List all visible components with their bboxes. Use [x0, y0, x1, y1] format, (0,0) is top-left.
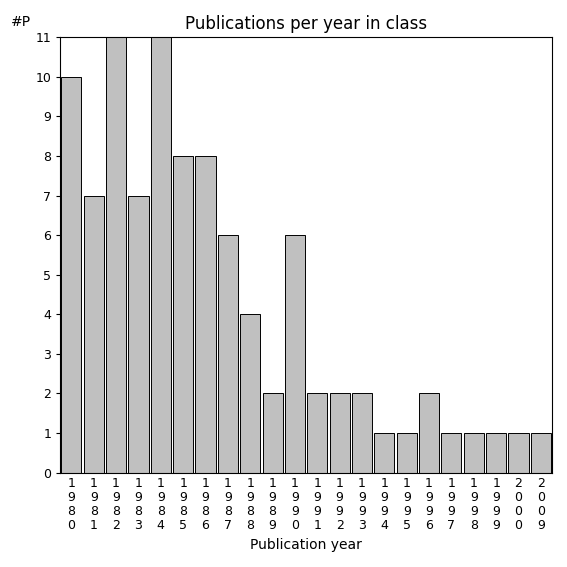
- Bar: [218, 235, 238, 472]
- Bar: [486, 433, 506, 472]
- Bar: [531, 433, 551, 472]
- Bar: [106, 37, 126, 472]
- Bar: [240, 314, 260, 472]
- Bar: [464, 433, 484, 472]
- Bar: [128, 196, 149, 472]
- Bar: [419, 393, 439, 472]
- X-axis label: Publication year: Publication year: [250, 538, 362, 552]
- Bar: [509, 433, 528, 472]
- Title: Publications per year in class: Publications per year in class: [185, 15, 427, 33]
- Bar: [173, 156, 193, 472]
- Bar: [263, 393, 282, 472]
- Bar: [397, 433, 417, 472]
- Bar: [441, 433, 462, 472]
- Bar: [84, 196, 104, 472]
- Y-axis label: #P: #P: [11, 15, 31, 28]
- Bar: [352, 393, 372, 472]
- Bar: [285, 235, 305, 472]
- Bar: [151, 37, 171, 472]
- Bar: [196, 156, 215, 472]
- Bar: [374, 433, 395, 472]
- Bar: [329, 393, 350, 472]
- Bar: [61, 77, 82, 472]
- Bar: [307, 393, 327, 472]
